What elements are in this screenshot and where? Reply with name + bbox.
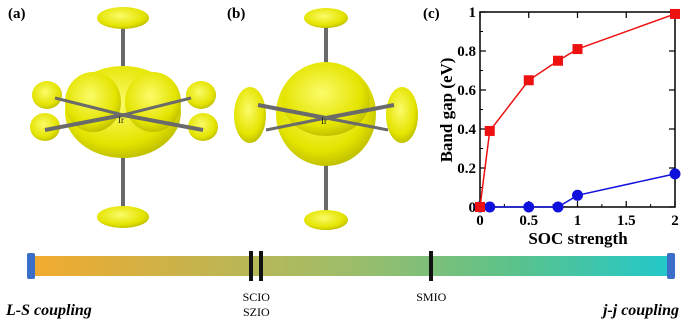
ir-label: Ir — [118, 115, 124, 125]
marker-line-smio — [429, 251, 434, 281]
lobe-left-lower — [30, 113, 60, 141]
x-tick-label: 0 — [476, 213, 484, 229]
panel-label-c: (c) — [423, 6, 440, 22]
blue-data-point — [484, 201, 496, 213]
lobe-top — [304, 8, 348, 28]
orbital-figure-a: Ir — [30, 7, 218, 228]
y-tick-label: 0.2 — [457, 161, 476, 177]
lobe-bottom — [304, 210, 348, 230]
coupling-gradient — [30, 256, 672, 276]
marker-line-scio — [249, 251, 254, 281]
ir-label: Ir — [321, 116, 327, 126]
y-tick-label: 0.8 — [457, 44, 476, 60]
red-series-line — [479, 13, 676, 208]
chart-series — [474, 8, 681, 213]
blue-data-point — [552, 201, 564, 213]
coupling-bar — [27, 253, 675, 279]
chart-ticks: 0 0.5 1 1.5 2 0 0.2 0.4 0.6 0.8 1 — [457, 5, 679, 229]
orbital-figure-b: Ir — [234, 8, 418, 230]
x-tick-label: 1 — [574, 213, 582, 229]
red-data-point — [553, 55, 563, 66]
x-tick-label: 1.5 — [617, 213, 636, 229]
panel-label-b: (b) — [227, 6, 246, 22]
marker-label-smio: SMIO — [416, 290, 447, 304]
lobe-left-upper — [32, 81, 62, 109]
band-gap-chart: 0 0.5 1 1.5 2 0 0.2 0.4 0.6 0.8 1 SOC strength Ban… — [437, 5, 681, 248]
lobe-right-upper — [186, 81, 216, 109]
chart-frame — [479, 11, 676, 208]
marker-label-scio: SCIO — [242, 290, 270, 304]
panel-label-a: (a) — [8, 6, 26, 22]
blue-data-point — [669, 168, 681, 180]
lobe-right-lower — [188, 113, 218, 141]
marker-label-szio: SZIO — [242, 305, 270, 319]
plot-frame — [479, 11, 676, 208]
x-tick-label: 2 — [671, 213, 679, 229]
y-tick-label: 0.4 — [457, 122, 476, 138]
red-data-point — [475, 202, 485, 212]
bar-cap-right — [667, 253, 675, 279]
blue-data-point — [572, 189, 583, 201]
red-data-point — [484, 125, 495, 136]
lobe-top — [97, 7, 149, 29]
y-tick-label: 0.6 — [457, 83, 476, 99]
ls-coupling-label: L-S coupling — [6, 302, 92, 319]
lobe-bottom — [97, 206, 149, 228]
y-tick-label: 1 — [469, 5, 477, 21]
red-data-point — [572, 44, 583, 55]
x-tick-label: 0.5 — [519, 213, 538, 229]
jj-coupling-label: j-j coupling — [602, 302, 679, 319]
x-axis-label: SOC strength — [528, 229, 628, 248]
y-axis-label: Band gap (eV) — [437, 58, 456, 163]
blue-data-point — [523, 201, 535, 213]
marker-line-szio — [259, 251, 264, 281]
lobe-left — [234, 87, 266, 143]
red-data-point — [670, 8, 680, 19]
lobe-right — [386, 87, 418, 143]
red-data-point — [523, 75, 534, 86]
y-tick-label: 0 — [469, 200, 477, 216]
bar-cap-left — [27, 253, 35, 279]
